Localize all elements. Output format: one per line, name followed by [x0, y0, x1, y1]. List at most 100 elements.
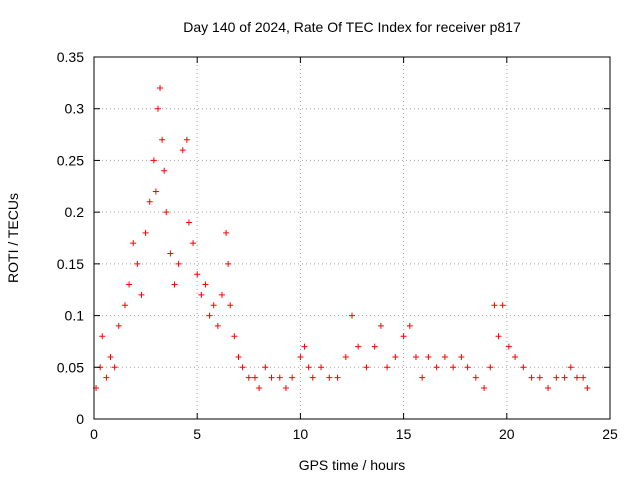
x-tick-label: 25: [602, 426, 618, 442]
data-point: [126, 281, 133, 288]
data-point: [384, 364, 391, 371]
y-tick-label: 0.25: [57, 152, 84, 168]
data-point: [573, 374, 580, 381]
chart-title: Day 140 of 2024, Rate Of TEC Index for r…: [183, 19, 521, 35]
data-point: [309, 374, 316, 381]
data-point: [161, 167, 168, 174]
x-tick-label: 15: [396, 426, 412, 442]
data-point: [159, 136, 166, 143]
plot-frame: [93, 56, 611, 420]
data-point: [305, 364, 312, 371]
data-point: [553, 374, 560, 381]
data-point: [342, 353, 349, 360]
data-point: [371, 343, 378, 350]
y-tick-label: 0.05: [57, 359, 84, 375]
data-point: [179, 147, 186, 154]
data-point: [495, 333, 502, 340]
data-point: [505, 343, 512, 350]
data-point: [138, 291, 145, 298]
data-point: [235, 353, 242, 360]
data-point: [363, 364, 370, 371]
data-point: [142, 229, 149, 236]
x-tick-label: 20: [499, 426, 515, 442]
data-point: [167, 250, 174, 257]
data-point: [198, 291, 205, 298]
data-point: [425, 353, 432, 360]
data-point: [171, 281, 178, 288]
data-point: [580, 374, 587, 381]
data-point: [441, 353, 448, 360]
data-point: [154, 105, 161, 112]
data-point: [262, 364, 269, 371]
data-point: [458, 353, 465, 360]
data-point: [326, 374, 333, 381]
data-point: [512, 353, 519, 360]
data-point: [491, 302, 498, 309]
data-point: [130, 240, 137, 247]
data-point: [334, 374, 341, 381]
data-point: [301, 343, 308, 350]
data-point: [150, 157, 157, 164]
data-point: [210, 302, 217, 309]
data-point: [419, 374, 426, 381]
data-point: [412, 353, 419, 360]
data-point: [545, 384, 552, 391]
data-point: [206, 312, 213, 319]
x-tick-label: 0: [90, 426, 98, 442]
data-point: [239, 364, 246, 371]
data-point: [157, 85, 164, 92]
y-axis-label: ROTI / TECUs: [5, 193, 21, 283]
data-point: [183, 136, 190, 143]
data-point: [163, 209, 170, 216]
y-tick-label: 0.15: [57, 256, 84, 272]
data-point: [103, 374, 110, 381]
data-point: [218, 291, 225, 298]
data-point: [472, 374, 479, 381]
data-point: [349, 312, 355, 319]
data-point: [223, 229, 230, 236]
y-tick-label: 0: [76, 411, 84, 427]
data-point: [528, 374, 535, 381]
data-point: [561, 374, 568, 381]
data-point: [202, 281, 209, 288]
data-point: [400, 333, 407, 340]
data-point: [392, 353, 399, 360]
data-point: [227, 302, 234, 309]
y-tick-label: 0.2: [65, 204, 85, 220]
data-point: [134, 260, 141, 267]
data-point: [111, 364, 118, 371]
data-point: [499, 302, 506, 309]
data-point: [450, 364, 457, 371]
y-tick-label: 0.35: [57, 49, 84, 65]
data-point: [121, 302, 128, 309]
x-axis-label: GPS time / hours: [299, 457, 406, 473]
y-tick-label: 0.1: [65, 308, 85, 324]
data-point: [251, 374, 258, 381]
data-point: [256, 384, 263, 391]
data-point: [194, 271, 201, 278]
data-point: [268, 374, 275, 381]
data-point: [406, 322, 413, 329]
data-point: [464, 364, 471, 371]
data-point: [520, 364, 527, 371]
data-point: [225, 260, 232, 267]
ticks-layer: 0 5 10 15 20 25 0 0.05 0.1 0.15 0.2 0.25 0.3 0.35: [57, 49, 618, 442]
data-point: [289, 374, 296, 381]
points-layer: [93, 85, 591, 391]
data-point: [487, 364, 494, 371]
grid-layer: [94, 57, 610, 419]
data-point: [214, 322, 221, 329]
data-point: [355, 343, 362, 350]
data-point: [152, 188, 159, 195]
data-point: [318, 364, 325, 371]
data-point: [146, 198, 153, 205]
data-point: [536, 374, 543, 381]
x-tick-label: 10: [293, 426, 309, 442]
data-point: [99, 333, 106, 340]
data-point: [377, 322, 384, 329]
data-point: [185, 219, 192, 226]
data-point: [282, 384, 289, 391]
data-point: [481, 384, 488, 391]
data-point: [190, 240, 197, 247]
